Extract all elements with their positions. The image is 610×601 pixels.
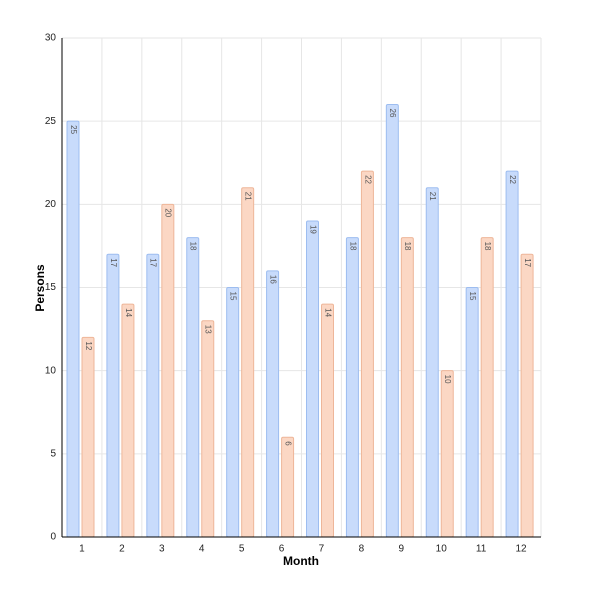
bar [385,104,399,538]
bar [81,336,95,538]
value-label: 18 [403,242,412,251]
x-tick-label: 4 [199,544,205,555]
bar [321,303,334,538]
value-label: 26 [388,109,397,118]
value-label: 20 [164,208,173,217]
bar [345,237,359,538]
x-tick-label: 10 [436,544,448,555]
value-label: 21 [244,192,253,201]
value-label: 22 [508,175,517,184]
y-axis-title: Persons [33,264,47,312]
bar [425,187,439,538]
bar [440,370,454,538]
bar [106,253,120,538]
value-label: 16 [268,275,277,284]
bar [161,203,175,538]
bar [241,187,255,538]
value-label: 19 [308,225,317,234]
value-label: 17 [523,258,532,267]
value-label: 22 [363,175,372,184]
value-label: 21 [428,192,437,201]
bar [465,287,479,538]
x-tick-label: 9 [399,544,405,555]
y-tick-label: 30 [45,33,57,44]
value-label: 18 [189,242,198,251]
bar [146,253,160,538]
value-label: 10 [443,375,452,384]
bar [505,170,519,538]
bar [66,120,80,538]
value-label: 14 [323,308,332,317]
value-label: 18 [483,242,492,251]
bar [360,170,374,538]
bar [400,237,414,538]
y-tick-label: 5 [50,448,56,459]
bar [520,253,534,538]
value-label: 25 [69,125,78,134]
value-label: 18 [348,242,357,251]
value-label: 15 [229,292,238,301]
value-label: 14 [124,308,133,317]
value-label: 17 [149,258,158,267]
x-tick-label: 3 [159,544,165,555]
value-label: 13 [204,325,213,334]
x-tick-label: 1 [79,544,85,555]
x-tick-label: 12 [515,544,527,555]
y-tick-label: 15 [45,282,57,293]
x-tick-label: 7 [319,544,325,555]
x-tick-label: 11 [476,544,487,555]
value-label: 17 [109,258,118,267]
y-tick-label: 10 [45,365,57,376]
x-tick-label: 5 [239,544,245,555]
bar [306,220,319,538]
x-tick-label: 8 [359,544,365,555]
value-label: 12 [84,341,93,350]
bar [201,320,215,538]
bar [226,287,240,538]
bar [186,237,200,538]
y-tick-label: 20 [45,199,57,210]
x-tick-label: 6 [279,544,285,555]
bar [266,270,280,538]
value-label: 6 [283,441,292,446]
value-label: 15 [468,292,477,301]
bar [480,237,494,538]
x-tick-label: 2 [119,544,125,555]
y-tick-label: 0 [50,532,56,543]
y-tick-label: 25 [45,116,57,127]
bar [281,436,295,538]
bar [121,303,135,538]
x-axis-title: Month [283,554,319,568]
